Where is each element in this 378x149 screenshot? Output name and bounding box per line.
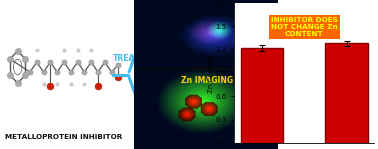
Bar: [325, 44, 368, 143]
Bar: [241, 48, 283, 143]
Y-axis label: Zn Content: Zn Content: [208, 53, 214, 93]
Text: TREAT: TREAT: [113, 54, 140, 63]
Text: INHIBITOR DOES
NOT CHANGE Zn
CONTENT: INHIBITOR DOES NOT CHANGE Zn CONTENT: [271, 17, 338, 37]
Text: METALLOPROTEIN INHIBITOR: METALLOPROTEIN INHIBITOR: [5, 134, 122, 140]
Text: Zn IMAGING: Zn IMAGING: [181, 76, 233, 85]
